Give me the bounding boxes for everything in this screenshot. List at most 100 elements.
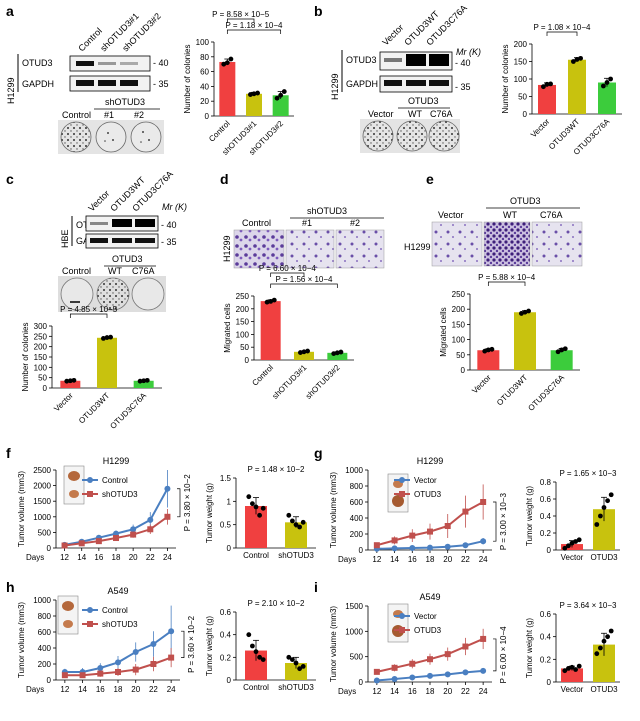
bar (219, 61, 236, 116)
significance-bracket (181, 630, 185, 658)
panel-letter-d: d (220, 171, 229, 187)
data-point (331, 351, 337, 356)
data-point (544, 81, 550, 87)
blot-band (384, 58, 402, 62)
y-tick-label: 0 (523, 110, 528, 119)
x-tick-label: 12 (60, 553, 69, 562)
p-value: P = 4.85 × 10−5 (60, 305, 118, 314)
data-point (409, 660, 416, 667)
data-point (115, 669, 121, 675)
x-tick-label: 16 (96, 685, 105, 694)
p-value: P = 6.60 × 10−4 (259, 264, 317, 273)
x-tick-label: 24 (167, 685, 176, 694)
data-point (427, 544, 433, 551)
data-point (78, 540, 85, 547)
data-point (260, 505, 266, 511)
data-point (286, 512, 292, 518)
data-point (373, 542, 380, 549)
data-point (444, 651, 451, 658)
data-point (297, 666, 302, 672)
y-tick-label: 150 (452, 320, 466, 329)
y-tick-label: 0 (547, 546, 552, 555)
x-axis-label: Days (26, 553, 44, 562)
data-point (427, 672, 433, 679)
data-point (571, 59, 576, 64)
legend-marker (87, 477, 93, 483)
migration-image (335, 229, 385, 269)
data-point (480, 635, 487, 642)
legend-marker (399, 627, 405, 633)
data-point (147, 526, 154, 533)
p-value: P = 6.00 × 10−4 (499, 626, 508, 684)
y-tick-label: 0 (227, 676, 232, 685)
y-tick-label: 1 (227, 497, 232, 506)
y-tick-label: 1500 (33, 497, 51, 506)
protein-label: OTUD3 (346, 55, 377, 65)
data-point (290, 657, 295, 662)
significance-bracket (493, 501, 497, 542)
y-tick-label: 250 (34, 332, 48, 341)
data-point (391, 537, 398, 544)
data-point (462, 542, 469, 549)
x-tick-label: Vector (561, 553, 584, 562)
data-point (519, 311, 524, 316)
y-axis-label: Tumor weight (g) (525, 486, 534, 547)
lane-label: Control (242, 218, 271, 228)
y-axis-label: Tumor volume (mm3) (17, 602, 26, 678)
bar (477, 350, 500, 370)
x-tick-label: OTUD3 (590, 685, 618, 694)
y-tick-label: 0 (359, 546, 364, 555)
p-value: P = 1.08 × 10−4 (533, 23, 591, 32)
data-point (268, 298, 274, 304)
panel-letter-i: i (314, 579, 318, 595)
data-point (444, 671, 451, 678)
data-point (562, 668, 568, 674)
data-point (104, 335, 110, 340)
colony-dish (130, 121, 162, 153)
lane-label: WT (503, 210, 517, 220)
bar (593, 509, 615, 550)
data-point (594, 651, 600, 657)
data-point (548, 81, 553, 87)
x-tick-label: Control (207, 119, 232, 144)
y-tick-label: 1000 (33, 596, 51, 605)
x-tick-label: Control (243, 683, 269, 692)
y-tick-label: 0.2 (220, 653, 232, 662)
lane-label: #2 (350, 218, 360, 228)
data-point (101, 336, 106, 341)
x-tick-label: 22 (149, 685, 158, 694)
lane-label: Vector (438, 210, 464, 220)
data-point (113, 535, 119, 542)
lane-label: WT (108, 266, 122, 276)
y-tick-label: 800 (350, 482, 364, 491)
data-point (594, 522, 600, 527)
x-tick-label: Vector (561, 685, 584, 694)
data-point (601, 83, 606, 89)
data-point (293, 522, 299, 528)
p-value: P = 3.60 × 10−2 (187, 615, 196, 673)
x-tick-label: 16 (408, 687, 417, 696)
significance-bracket (226, 29, 282, 34)
panel-b-blot: Vector OTUD3WT OTUD3C76A Mr (K) H1299 OT… (330, 3, 481, 100)
x-tick-label: shOTUD3#2 (304, 363, 342, 401)
data-point (130, 526, 137, 533)
x-axis-label: Days (338, 555, 356, 564)
data-point (286, 654, 292, 660)
mw-marker: - 40 (161, 220, 177, 230)
data-point (562, 545, 568, 551)
legend-label: Control (102, 476, 128, 485)
x-tick-label: 16 (408, 555, 417, 564)
colony-dish (131, 277, 165, 311)
x-tick-label: 12 (372, 555, 381, 564)
data-point (246, 632, 252, 638)
bar (294, 351, 314, 360)
y-tick-label: 50 (518, 93, 527, 102)
data-point (334, 350, 340, 356)
y-tick-label: 1.5 (220, 474, 232, 483)
mw-marker: - 35 (455, 82, 471, 92)
legend-marker (87, 607, 93, 613)
data-point (168, 628, 175, 635)
blot-band (384, 80, 402, 86)
group-header: shOTUD3 (307, 206, 347, 216)
